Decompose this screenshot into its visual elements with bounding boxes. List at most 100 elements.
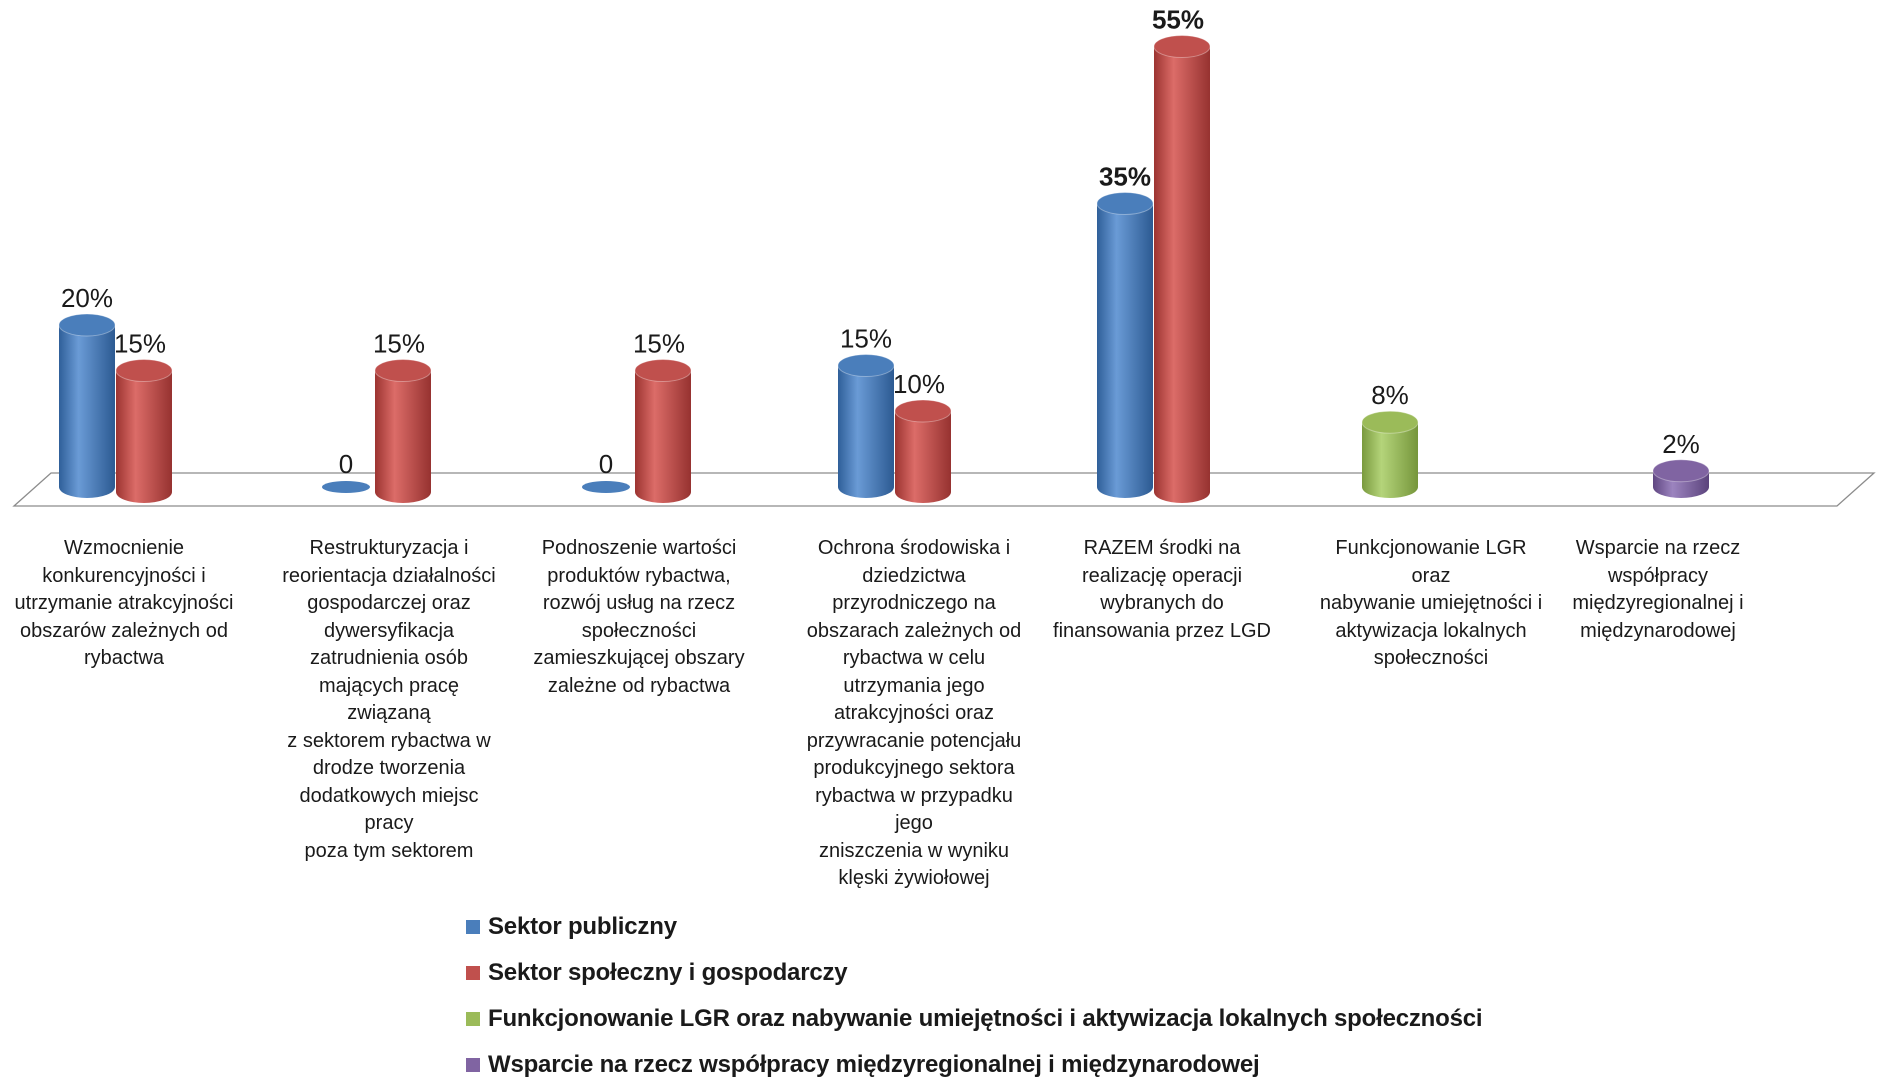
category-label-line: z sektorem rybactwa w [287, 729, 491, 752]
category-label-line: dziedzictwa [862, 564, 966, 587]
category-label-line: Restrukturyzacja i [309, 537, 469, 559]
category-label-line: zależne od rybactwa [547, 674, 731, 697]
legend: Sektor publiczny Sektor społeczny i gosp… [466, 904, 1483, 1088]
category-label-line: RAZEM środki na [1083, 537, 1241, 559]
data-label: 15% [373, 329, 425, 359]
category-label-line: utrzymania jego [843, 674, 985, 697]
bar-body [1097, 203, 1153, 498]
bar-body [375, 370, 431, 503]
data-label: 15% [840, 324, 892, 354]
bar [374, 359, 432, 503]
category-label-line: Ochrona środowiska i [817, 537, 1011, 559]
data-label: 15% [114, 329, 166, 359]
legend-swatch [466, 1058, 480, 1072]
category-label-line: poza tym sektorem [304, 839, 474, 862]
data-label: 10% [893, 369, 945, 399]
category-label-line: drodze tworzenia [312, 757, 466, 779]
category-label-line: atrakcyjności oraz [833, 702, 995, 724]
bar-body [59, 325, 115, 498]
bar-zero-disc [582, 481, 630, 493]
category-label-line: aktywizacja lokalnych [1335, 619, 1527, 642]
bar-top [1361, 410, 1419, 434]
bar-top [115, 359, 173, 382]
category-label-line: rybactwa [83, 647, 165, 669]
category-label-line: Podnoszenie wartości [541, 537, 737, 559]
category-label: Restrukturyzacja i reorientacja działalno… [275, 535, 503, 865]
data-label: 0 [599, 449, 613, 479]
legend-swatch [466, 1012, 480, 1026]
legend-item-public: Sektor publiczny [466, 904, 1482, 950]
legend-item-social: Sektor społeczny i gospodarczy [466, 950, 1482, 996]
bar-top [837, 354, 895, 377]
data-label: 55% [1152, 5, 1204, 35]
category-label-line: przyrodniczego na [832, 592, 996, 614]
bar-top [58, 313, 116, 337]
bar-body [838, 365, 894, 498]
bar [322, 481, 370, 493]
category-label-line: konkurencyjności i [42, 564, 206, 587]
category-label: Ochrona środowiska i dziedzictwa przyrodni… [800, 535, 1028, 893]
legend-item-lgr: Funkcjonowanie LGR oraz nabywanie umieję… [466, 996, 1483, 1042]
category-label-line: klęski żywiołowej [838, 867, 990, 889]
legend-label: Sektor publiczny [488, 913, 677, 940]
category-label-line: międzynarodowej [1580, 619, 1736, 642]
legend-swatch [466, 966, 480, 980]
category-label-line: Wsparcie na rzecz [1575, 537, 1741, 559]
category-label-line: społeczności [1373, 647, 1489, 669]
category-label-line: zatrudnienia osób [310, 647, 468, 669]
legend-label: Wsparcie na rzecz współpracy międzyregio… [488, 1051, 1260, 1078]
category-label: Wsparcie na rzecz współpracy międzyregiona… [1544, 535, 1772, 645]
legend-item-cooperation: Wsparcie na rzecz współpracy międzyregio… [466, 1042, 1482, 1088]
bar-zero-disc [322, 481, 370, 493]
bar-top [634, 359, 692, 382]
bar-top [374, 359, 432, 382]
category-label-line: Funkcjonowanie LGR oraz [1335, 537, 1527, 587]
legend-label: Funkcjonowanie LGR oraz nabywanie umieję… [488, 1005, 1483, 1032]
category-label-line: realizację operacji [1081, 564, 1243, 587]
category-label-line: produktów rybactwa, [547, 564, 731, 587]
category-label-line: reorientacja działalności [282, 564, 496, 587]
bar-body [116, 370, 172, 503]
category-label-line: obszarach zależnych od [806, 619, 1022, 642]
bar-top [1652, 459, 1710, 483]
category-label-line: mających pracę związaną [318, 674, 460, 725]
data-label: 15% [633, 329, 685, 359]
bar [894, 399, 952, 503]
bar [58, 313, 116, 498]
category-label-line: zamieszkującej obszary [533, 647, 745, 669]
data-label: 8% [1371, 380, 1409, 410]
category-label-line: społeczności [581, 619, 697, 642]
category-label: Podnoszenie wartości produktów rybactwa, r… [525, 535, 753, 700]
category-label: Funkcjonowanie LGR oraz nabywanie umiejęt… [1317, 535, 1545, 673]
data-label: 20% [61, 283, 113, 313]
bar [582, 481, 630, 493]
bar-body [635, 370, 691, 503]
category-label-line: nabywanie umiejętności i [1319, 592, 1543, 614]
category-label-line: współpracy [1607, 564, 1709, 587]
category-label-line: utrzymanie atrakcyjności [14, 592, 234, 614]
category-label-line: obszarów zależnych od [20, 619, 228, 642]
data-label: 2% [1662, 429, 1700, 459]
legend-swatch [466, 920, 480, 934]
bar [1096, 192, 1154, 498]
data-label: 35% [1099, 162, 1151, 192]
bar-body [895, 411, 951, 503]
bar-top [1096, 192, 1154, 215]
bar-top [894, 399, 952, 423]
category-label-line: rybactwa w przypadku jego [815, 784, 1013, 835]
category-label: Wzmocnienie konkurencyjności i utrzymanie … [10, 535, 238, 673]
bar [837, 354, 895, 498]
bar-top [1153, 35, 1211, 58]
legend-label: Sektor społeczny i gospodarczy [488, 959, 848, 986]
category-label-line: produkcyjnego sektora [813, 757, 1015, 779]
bar-body [1362, 422, 1418, 498]
bar [634, 359, 692, 503]
data-label: 0 [339, 449, 353, 479]
category-label-line: rozwój usług na rzecz [542, 592, 736, 614]
category-label-line: Wzmocnienie [63, 537, 185, 559]
category-label-line: gospodarczej oraz [307, 592, 471, 614]
category-label-line: zniszczenia w wyniku [818, 839, 1010, 862]
bar [1153, 35, 1211, 503]
bar-body [1154, 46, 1210, 503]
category-label-line: wybranych do [1100, 592, 1224, 614]
